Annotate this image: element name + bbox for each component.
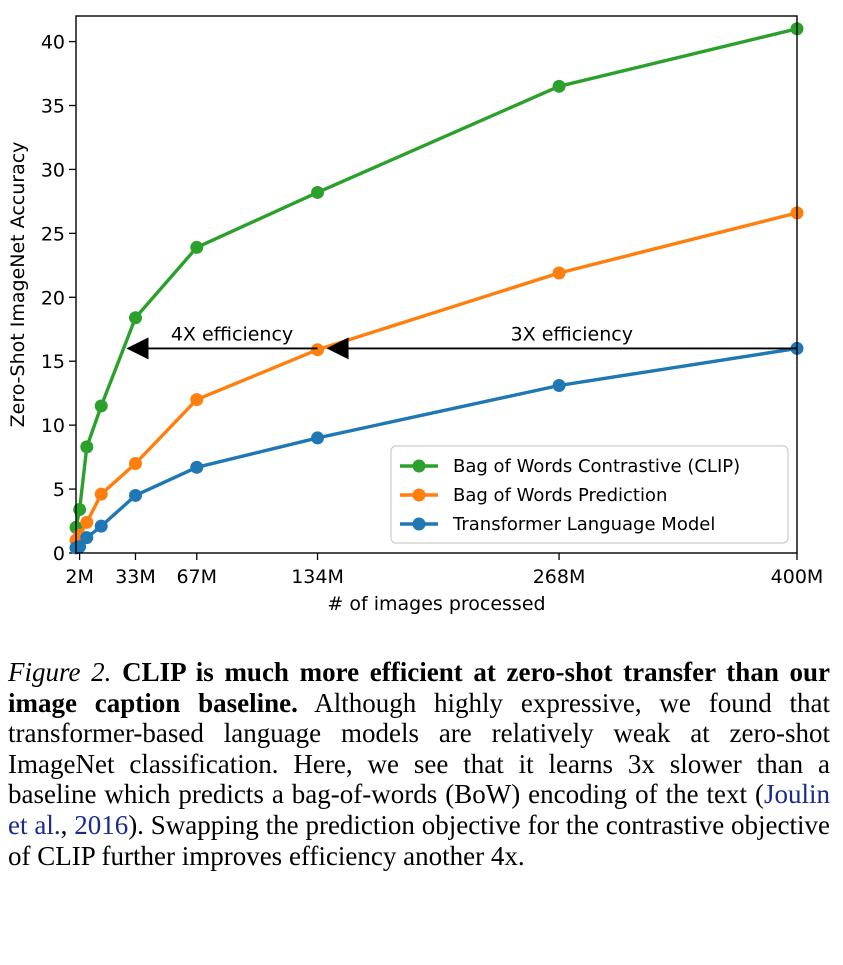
data-point-s0-2	[80, 440, 94, 454]
figure: 0 5 10 15 20 25 30 35 40 2M 33M 67M 134M 268M 400M 4X…	[7, 15, 823, 615]
annotation-layer: 4X efficiency 3X efficiency	[126, 323, 797, 360]
caption-body-text: Although highly expressive, we found tha…	[8, 687, 830, 810]
citation-separator: ,	[60, 809, 75, 840]
y-tick-label: 35	[41, 96, 65, 118]
y-tick-label: 0	[53, 543, 65, 565]
data-point-s2-6	[311, 431, 325, 445]
legend-entry-label: Bag of Words Contrastive (CLIP)	[453, 456, 740, 477]
efficiency-annotation-1: 3X efficiency	[511, 323, 633, 345]
x-tick-label: 67M	[176, 566, 217, 588]
data-point-s2-3	[94, 519, 108, 533]
data-point-s2-2	[80, 531, 94, 545]
caption-bold-summary: CLIP is much more efficient at zero-shot…	[8, 657, 831, 718]
data-point-s0-3	[94, 399, 108, 413]
figure-label: Figure 2.	[8, 657, 112, 687]
data-point-s0-1	[73, 503, 87, 517]
legend-box	[390, 445, 789, 544]
y-tick-label: 40	[41, 32, 65, 54]
legend: Bag of Words Contrastive (CLIP) Bag of Wo…	[390, 445, 789, 544]
legend-swatch-marker-0	[412, 459, 426, 473]
data-point-s0-7	[552, 79, 566, 93]
y-axis-label: Zero-Shot ImageNet Accuracy	[7, 142, 29, 428]
efficiency-annotation-0: 4X efficiency	[171, 323, 293, 345]
x-axis-label: # of images processed	[327, 593, 545, 615]
plot-frame	[75, 15, 798, 554]
data-point-s1-6	[311, 343, 325, 357]
figure-caption: Figure 2. CLIP is much more efficient at…	[8, 657, 830, 871]
legend-swatch-marker-2	[412, 517, 426, 531]
data-point-s0-5	[190, 240, 204, 254]
y-tick-label: 25	[41, 223, 65, 245]
y-tick-label: 15	[41, 351, 65, 373]
caption-body-text-end: ). Swapping the prediction objective for…	[8, 809, 830, 871]
line-chart: 0 5 10 15 20 25 30 35 40 2M 33M 67M 134M 268M 400M 4X…	[7, 15, 823, 615]
x-axis-ticks: 2M 33M 67M 134M 268M 400M	[65, 553, 823, 588]
x-tick-label: 2M	[65, 566, 93, 588]
legend-swatch-marker-1	[412, 488, 426, 502]
x-tick-label: 400M	[771, 566, 824, 588]
data-point-s0-4	[128, 311, 142, 325]
x-tick-label: 268M	[533, 566, 586, 588]
data-point-s2-7	[552, 379, 566, 393]
data-point-s1-3	[94, 487, 108, 501]
citation-authors-link[interactable]: Joulin et al.	[8, 779, 830, 840]
data-point-s2-4	[128, 488, 142, 502]
data-point-s2-5	[190, 460, 204, 474]
legend-entry-label: Transformer Language Model	[452, 514, 715, 535]
y-tick-label: 20	[41, 287, 65, 309]
data-point-s1-2	[80, 515, 94, 529]
y-tick-label: 10	[41, 415, 65, 437]
legend-entry-label: Bag of Words Prediction	[453, 485, 667, 506]
y-tick-label: 5	[53, 479, 65, 501]
y-axis-ticks: 0 5 10 15 20 25 30 35 40	[41, 32, 76, 565]
data-point-s1-7	[552, 266, 566, 280]
y-tick-label: 30	[41, 159, 65, 181]
x-tick-label: 134M	[291, 566, 344, 588]
data-point-s1-5	[190, 393, 204, 407]
data-point-s0-6	[311, 185, 325, 199]
efficiency-arrowhead-1	[326, 337, 349, 360]
efficiency-arrowhead-0	[126, 337, 149, 360]
series-layer	[69, 22, 804, 555]
data-point-s1-4	[128, 457, 142, 470]
citation-year-link[interactable]: 2016	[74, 809, 129, 840]
x-tick-label: 33M	[115, 566, 156, 588]
